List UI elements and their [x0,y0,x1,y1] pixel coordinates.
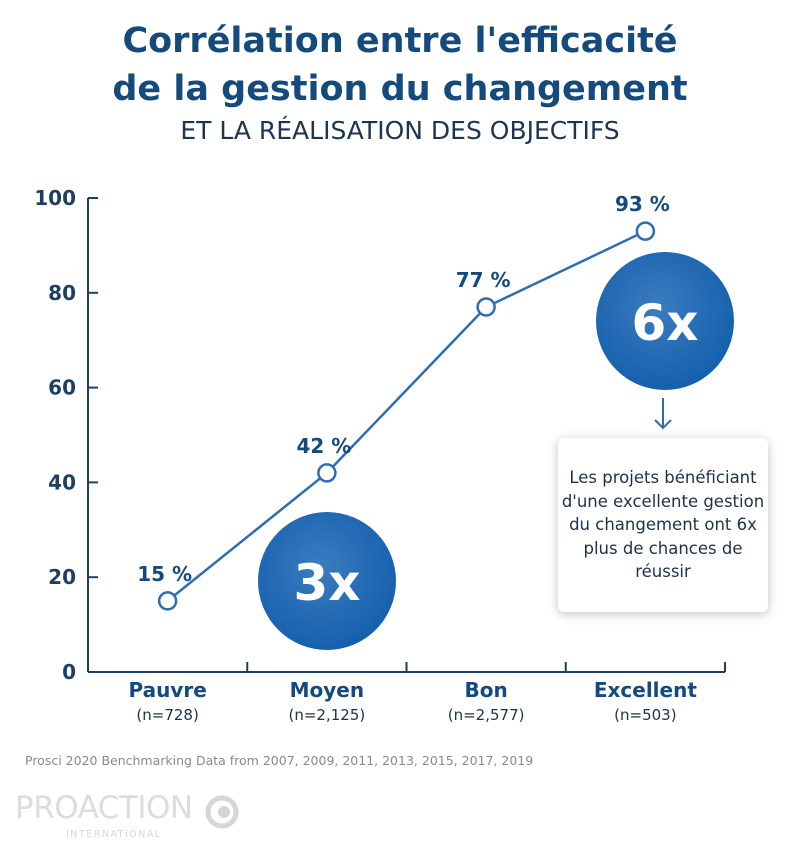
y-tick-label: 100 [34,186,76,210]
multiplier-label: 6x [631,294,698,352]
data-label: 15 % [137,562,192,586]
logo-swirl-icon [205,795,239,829]
source-text: Prosci 2020 Benchmarking Data from 2007,… [25,753,534,768]
x-tick-label: Bon [465,678,508,702]
x-tick-label: Excellent [594,678,697,702]
x-count-label: (n=503) [614,706,676,724]
multiplier-badge-6x [596,252,734,390]
title-line-1: Corrélation entre l'efficacité [122,21,678,61]
logo: PROACTION [15,790,193,826]
x-tick-label: Pauvre [128,678,206,702]
data-point [157,591,178,611]
data-point [317,463,337,483]
x-count-label: (n=2,125) [289,706,366,724]
title-line-2: de la gestion du changement [112,69,688,109]
multiplier-badge-3x [258,512,396,650]
y-tick-label: 80 [48,281,76,305]
logo-tagline: INTERNATIONAL [66,829,162,840]
y-tick-label: 0 [62,660,76,684]
x-count-label: (n=2,577) [448,706,525,724]
multiplier-label: 3x [293,554,360,612]
x-tick-label: Moyen [290,678,364,702]
arrow-down-icon [654,398,672,430]
y-tick-label: 40 [48,470,76,494]
data-label: 42 % [296,434,351,458]
data-label: 77 % [456,268,511,292]
data-point [476,297,496,317]
x-count-label: (n=728) [136,706,198,724]
y-tick-label: 20 [48,565,76,589]
data-point [635,221,656,241]
y-tick-label: 60 [48,376,76,400]
logo-swirl-center [218,806,230,818]
series-line [166,230,646,602]
subtitle: ET LA RÉALISATION DES OBJECTIFS [180,116,620,145]
data-label: 93 % [615,192,670,216]
callout-note: Les projets bénéficiant d'une excellente… [558,438,768,612]
